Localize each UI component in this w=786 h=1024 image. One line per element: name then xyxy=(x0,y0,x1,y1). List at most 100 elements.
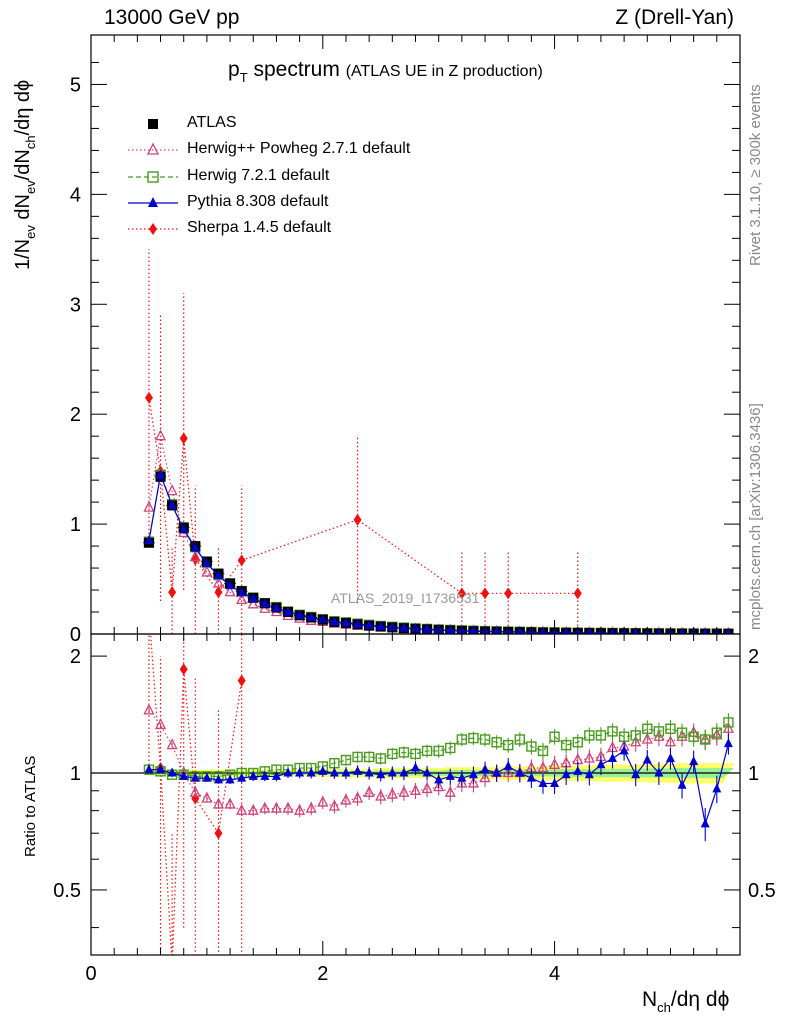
legend-marker-herwig7 xyxy=(147,171,159,183)
ratio-point-herwig7 xyxy=(340,754,352,766)
point-sherpa xyxy=(353,513,362,526)
point-pythia xyxy=(144,535,154,545)
y-tick-label-main: 4 xyxy=(70,184,81,206)
ratio-point-pythia xyxy=(492,767,502,777)
ratio-point-pythia xyxy=(642,754,652,764)
ratio-point-herwig7 xyxy=(445,742,456,754)
ratio-point-herwig7 xyxy=(607,726,618,737)
series-line-herwig7 xyxy=(148,472,729,634)
point-pythia xyxy=(364,620,374,630)
ratio-point-herwigpp xyxy=(259,801,271,813)
ratio-point-herwigpp xyxy=(444,785,456,797)
point-pythia xyxy=(492,626,501,634)
ratio-point-herwig7 xyxy=(433,745,444,757)
point-pythia xyxy=(702,628,709,634)
ratio-point-herwig7 xyxy=(653,726,665,737)
ratio-point-herwig7 xyxy=(375,753,386,764)
rivet-label: Rivet 3.1.10, ≥ 300k events xyxy=(747,84,764,266)
ratio-point-herwigpp xyxy=(224,797,236,809)
ratio-point-herwig7 xyxy=(363,751,375,763)
ratio-point-herwig7 xyxy=(526,741,537,752)
series-line-sherpa xyxy=(148,397,578,594)
point-pythia xyxy=(329,616,339,626)
point-sherpa xyxy=(573,587,582,600)
point-sherpa xyxy=(214,586,223,599)
point-pythia xyxy=(562,627,570,634)
ratio-point-herwig7 xyxy=(537,745,549,757)
x-tick-label: 2 xyxy=(317,963,328,985)
ratio-point-pythia xyxy=(422,767,432,777)
ratio-point-pythia xyxy=(353,765,363,775)
point-pythia xyxy=(167,499,177,509)
point-herwigpp xyxy=(224,585,236,597)
y-tick-label-ratio: 0.5 xyxy=(53,880,81,902)
ratio-point-sherpa xyxy=(168,959,176,971)
point-pythia xyxy=(679,628,686,634)
ratio-point-pythia xyxy=(411,762,420,772)
ratio-point-pythia xyxy=(329,767,339,777)
ratio-point-herwigpp xyxy=(352,791,364,803)
point-pythia xyxy=(156,469,166,479)
ratio-point-pythia xyxy=(295,767,305,777)
x-axis-label: Nch/dη dϕ xyxy=(642,988,730,1015)
point-pythia xyxy=(179,524,189,534)
point-pythia xyxy=(271,602,281,612)
ratio-point-pythia xyxy=(179,770,189,780)
point-pythia xyxy=(248,593,258,603)
ratio-point-herwig7 xyxy=(329,757,340,769)
title-paren: (ATLAS UE in Z production) xyxy=(345,63,543,80)
ratio-point-pythia xyxy=(619,745,629,755)
ratio-point-herwig7 xyxy=(468,732,479,744)
y-tick-label-main: 0 xyxy=(70,624,81,646)
point-pythia xyxy=(655,627,662,634)
ratio-point-herwigpp xyxy=(340,793,352,805)
point-pythia xyxy=(237,587,247,597)
point-pythia xyxy=(516,626,524,634)
ratio-point-pythia xyxy=(364,767,374,777)
ratio-point-herwig7 xyxy=(572,737,583,748)
ratio-point-herwig7 xyxy=(711,727,723,738)
ratio-point-herwig7 xyxy=(665,723,676,734)
ratio-point-pythia xyxy=(283,767,293,777)
point-pythia xyxy=(632,627,639,634)
ratio-point-pythia xyxy=(156,764,166,774)
ratio-point-pythia xyxy=(596,759,606,769)
ratio-point-herwig7 xyxy=(676,727,688,738)
ratio-point-herwigpp xyxy=(154,717,167,730)
x-tick-label: 0 xyxy=(85,963,96,985)
ratio-point-pythia xyxy=(468,769,478,779)
ratio-point-herwigpp xyxy=(247,803,259,815)
ratio-point-herwigpp xyxy=(433,780,445,792)
series-line-pythia xyxy=(148,472,729,634)
ratio-point-herwigpp xyxy=(386,787,398,799)
y-tick-label-main: 3 xyxy=(70,294,81,316)
ratio-point-herwigpp xyxy=(479,771,491,783)
y-tick-label-main: 5 xyxy=(70,74,81,96)
ratio-point-herwigpp xyxy=(143,703,155,715)
ratio-point-herwigpp xyxy=(236,803,248,815)
ratio-point-herwigpp xyxy=(537,761,549,773)
ratio-point-herwigpp xyxy=(166,738,178,750)
ratio-point-herwigpp xyxy=(409,783,422,795)
ratio-point-herwigpp xyxy=(363,785,375,797)
ratio-point-pythia xyxy=(665,752,675,762)
ratio-point-pythia xyxy=(631,769,641,779)
ratio-point-herwigpp xyxy=(212,797,225,809)
legend-label-herwigpp: Herwig++ Powheg 2.7.1 default xyxy=(187,140,411,157)
ratio-point-herwigpp xyxy=(375,789,387,801)
ratio-point-herwigpp xyxy=(201,791,213,803)
ratio-point-pythia xyxy=(573,765,583,775)
y-axis-label-ratio: Ratio to ATLAS xyxy=(22,755,39,857)
ratio-point-herwigpp xyxy=(305,801,317,813)
ratio-point-pythia xyxy=(144,764,154,774)
point-pythia xyxy=(225,580,235,590)
y-tick-label-ratio-right: 2 xyxy=(748,646,759,668)
ratio-point-pythia xyxy=(190,772,200,782)
ratio-point-pythia xyxy=(723,738,733,748)
legend-marker-atlas xyxy=(148,119,158,129)
legend-marker-sherpa xyxy=(149,223,157,235)
point-sherpa xyxy=(481,587,490,600)
analysis-watermark: ATLAS_2019_I1736531 xyxy=(331,590,480,606)
ratio-point-herwig7 xyxy=(421,745,433,757)
